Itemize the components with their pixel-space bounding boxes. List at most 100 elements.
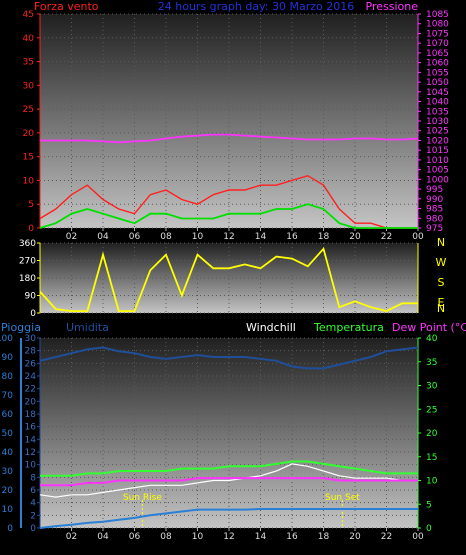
dewpoint-legend: Dew Point (°C) [392,321,466,334]
rain-tick-label: 30 [2,467,14,477]
humidity-tick-label: 10 [25,461,37,471]
x-tick-label: 04 [97,532,109,542]
compass-label: N [437,236,445,249]
sun-marker-label: Sun Set [325,493,360,503]
x-tick-label: 04 [97,232,109,242]
rain-tick-label: 0 [7,524,13,534]
wind-tick-label: 5 [28,200,34,210]
temperature-tick-label: 5 [426,500,432,510]
humidity-series [39,346,419,370]
rain-tick-label: 100 [0,334,13,344]
pressure-tick-label: 1030 [426,117,449,127]
x-tick-label: 22 [381,532,392,542]
humidity-tick-label: 0 [30,524,36,534]
wind-series [39,174,418,229]
x-tick-label: 10 [192,232,204,242]
x-tick-label: 20 [349,532,361,542]
x-tick-label: 08 [160,232,172,242]
x-tick-label: 06 [129,532,141,542]
direction-tick-label: 180 [19,274,36,284]
pressure-tick-label: 1000 [426,175,449,185]
pressure-tick-label: 1055 [426,68,449,78]
x-tick-label: 16 [286,232,298,242]
rain-tick-label: 10 [2,505,14,515]
wind-pressure-plot-area [40,14,418,228]
temperature-tick-label: 25 [426,405,437,415]
wind-tick-label: 15 [23,153,34,163]
compass-label: W [436,256,447,269]
wind-direction-series [39,246,418,313]
pressure-tick-label: 995 [426,185,443,195]
pressure-tick-label: 990 [426,195,443,205]
sun-marker-label: Sun Rise [123,493,162,503]
x-tick-label: 16 [286,532,298,542]
x-tick-label: 10 [192,532,204,542]
pressure-tick-label: 1065 [426,49,449,59]
temperature-tick-label: 35 [426,358,437,368]
windchill-legend: Windchill [246,321,296,334]
temperature-tick-label: 30 [426,382,438,392]
pressure-tick-label: 975 [426,224,443,234]
pressure-tick-label: 1015 [426,146,449,156]
humidity-tick-label: 14 [25,435,37,445]
wind-tick-label: 35 [23,58,34,68]
temperature-series [40,460,418,477]
humidity-tick-label: 4 [30,499,36,509]
rain-tick-label: 80 [2,372,14,382]
rain-tick-label: 50 [2,429,14,439]
pressure-tick-label: 1085 [426,10,449,20]
pressure-tick-label: 985 [426,205,443,215]
x-tick-label: 02 [66,532,77,542]
wind-tick-label: 20 [23,129,35,139]
rain-axis-label: Pioggia [1,321,41,334]
dewpoint-series [40,477,418,487]
humidity-tick-label: 18 [25,410,37,420]
pressure-tick-label: 1035 [426,107,449,117]
humidity-tick-label: 20 [25,397,37,407]
humidity-tick-label: 22 [25,385,36,395]
temperature-tick-label: 20 [426,429,438,439]
humidity-tick-label: 30 [25,334,37,344]
pressure-tick-label: 1025 [426,127,449,137]
humidity-tick-label: 2 [30,511,36,521]
x-tick-label: 22 [381,232,392,242]
pressure-axis-label: Pressione [366,0,419,13]
direction-tick-label: 360 [19,239,36,249]
temperature-tick-label: 0 [426,524,432,534]
compass-label: S [438,276,445,289]
humidity-tick-label: 12 [25,448,36,458]
gust-series [39,203,418,229]
rain-tick-label: 60 [2,410,14,420]
pressure-tick-label: 1075 [426,29,449,39]
wind-tick-label: 40 [23,34,35,44]
x-tick-label: 18 [318,532,330,542]
rain-series [39,508,418,529]
pressure-series [40,133,419,144]
temperature-tick-label: 40 [426,334,438,344]
pressure-tick-label: 980 [426,214,443,224]
x-tick-label: 06 [129,232,141,242]
rain-tick-label: 90 [2,353,14,363]
wind-tick-label: 45 [23,10,34,20]
direction-tick-label: 270 [19,257,36,267]
chart-title: 24 hours graph day: 30 Marzo 2016 [158,0,355,13]
pressure-tick-label: 1060 [426,59,449,69]
x-tick-label: 18 [318,232,330,242]
wind-pressure-chart: 0510152025303540459759809859909951000100… [23,10,450,242]
temperature-tick-label: 10 [426,477,438,487]
x-tick-label: 20 [349,232,361,242]
humidity-tick-label: 26 [25,359,37,369]
pressure-tick-label: 1010 [426,156,449,166]
rain-tick-label: 70 [2,391,14,401]
x-tick-label: 08 [160,532,172,542]
pressure-tick-label: 1040 [426,98,449,108]
pressure-tick-label: 1045 [426,88,449,98]
x-tick-label: 12 [223,232,234,242]
x-tick-label: 12 [223,532,234,542]
x-tick-label: 14 [255,532,267,542]
direction-tick-label: 90 [25,292,37,302]
wind-tick-label: 0 [28,224,34,234]
